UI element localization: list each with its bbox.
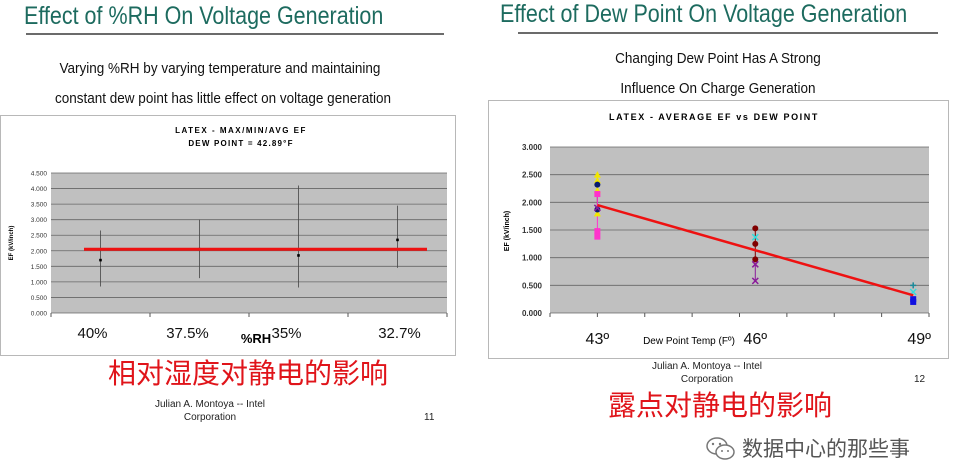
y-tick-label: 4.000 [31,186,48,193]
left-footer-author: Julian A. Montoya -- Intel [154,399,266,410]
right-caption-cn: 露点对静电的影响 [608,389,833,422]
data-point [910,298,917,305]
watermark-text: 数据中心的那些事 [742,437,910,461]
avg-point [297,254,300,257]
y-tick-label: 3.500 [31,202,48,209]
y-tick-label: 2.000 [522,198,543,207]
y-tick-label: 1.000 [31,279,48,286]
data-point [594,191,601,198]
data-point [593,209,601,217]
data-point [752,256,759,263]
wechat-icon [706,436,736,462]
data-point [751,233,759,241]
left-title-rule [26,33,444,35]
y-tick-label: 1.500 [31,264,48,271]
right-title-rule [518,32,938,34]
y-tick-label: 0.000 [31,311,48,318]
y-tick-label: 1.000 [522,254,543,263]
x-tick-label: 49º [907,331,931,348]
y-tick-label: 2.500 [31,233,48,240]
left-chart: LATEX - MAX/MIN/AVG EF DEW POINT = 42.89… [0,115,456,356]
left-caption-cn: 相对湿度对静电的影响 [108,357,389,390]
y-tick-label: 1.500 [522,226,543,235]
y-tick-label: 0.500 [31,295,48,302]
data-point [910,282,917,289]
data-point [594,233,601,240]
y-tick-label: 0.000 [522,309,543,318]
data-point [751,277,759,285]
data-point [594,206,601,213]
left-chart-title: LATEX - MAX/MIN/AVG EF [175,126,307,135]
left-chart-subtitle: DEW POINT = 42.89°F [188,139,293,148]
plot-area [51,173,447,313]
data-point [751,260,759,268]
x-tick-label: 46º [743,331,767,348]
x-category-label: 37.5% [166,325,209,342]
data-point [593,171,601,178]
right-subtitle-line-2: Influence On Charge Generation [620,80,816,97]
avg-point [99,258,102,262]
right-slide-title: Effect of Dew Point On Voltage Generatio… [500,0,908,28]
left-subtitle-line-2: constant dew point has little effect on … [55,90,391,107]
right-y-axis-label: EF (kV/inch) [504,211,511,251]
y-tick-label: 2.000 [31,248,48,255]
data-point [593,176,601,184]
right-page-number: 12 [914,374,926,385]
x-category-label: 40% [77,325,107,342]
y-tick-label: 3.000 [522,143,543,152]
y-tick-label: 2.500 [522,171,543,180]
left-slide-title: Effect of %RH On Voltage Generation [24,2,384,30]
x-category-label: 32.7% [378,325,421,342]
y-tick-label: 3.000 [31,217,48,224]
data-point [594,181,601,188]
right-x-axis-label: Dew Point Temp (Fº) [643,336,735,347]
left-subtitle-line-1: Varying %RH by varying temperature and m… [59,60,381,77]
y-tick-label: 0.500 [522,281,543,290]
data-point [752,240,759,247]
left-y-axis-label: EF (kV/inch) [9,226,15,261]
avg-point [396,238,399,242]
trend-line [597,203,914,297]
right-chart-svg: LATEX - AVERAGE EF vs DEW POINT 0.000 0.5… [504,112,931,348]
x-tick-label: 43º [586,331,610,348]
data-point [594,228,601,235]
left-page-number: 11 [424,412,435,423]
right-chart-title: LATEX - AVERAGE EF vs DEW POINT [609,112,819,122]
y-tick-label: 4.500 [31,171,48,178]
right-subtitle-line-1: Changing Dew Point Has A Strong [615,50,821,67]
right-footer-author: Julian A. Montoya -- Intel [651,361,763,372]
x-category-label: 35% [271,325,301,342]
data-point [752,225,759,232]
left-chart-svg: LATEX - MAX/MIN/AVG EF DEW POINT = 42.89… [9,126,448,346]
left-x-axis-label: %RH [241,331,271,346]
right-footer-company: Corporation [680,374,734,385]
left-footer-company: Corporation [183,412,237,423]
right-chart: LATEX - AVERAGE EF vs DEW POINT 0.000 0.5… [488,100,949,359]
